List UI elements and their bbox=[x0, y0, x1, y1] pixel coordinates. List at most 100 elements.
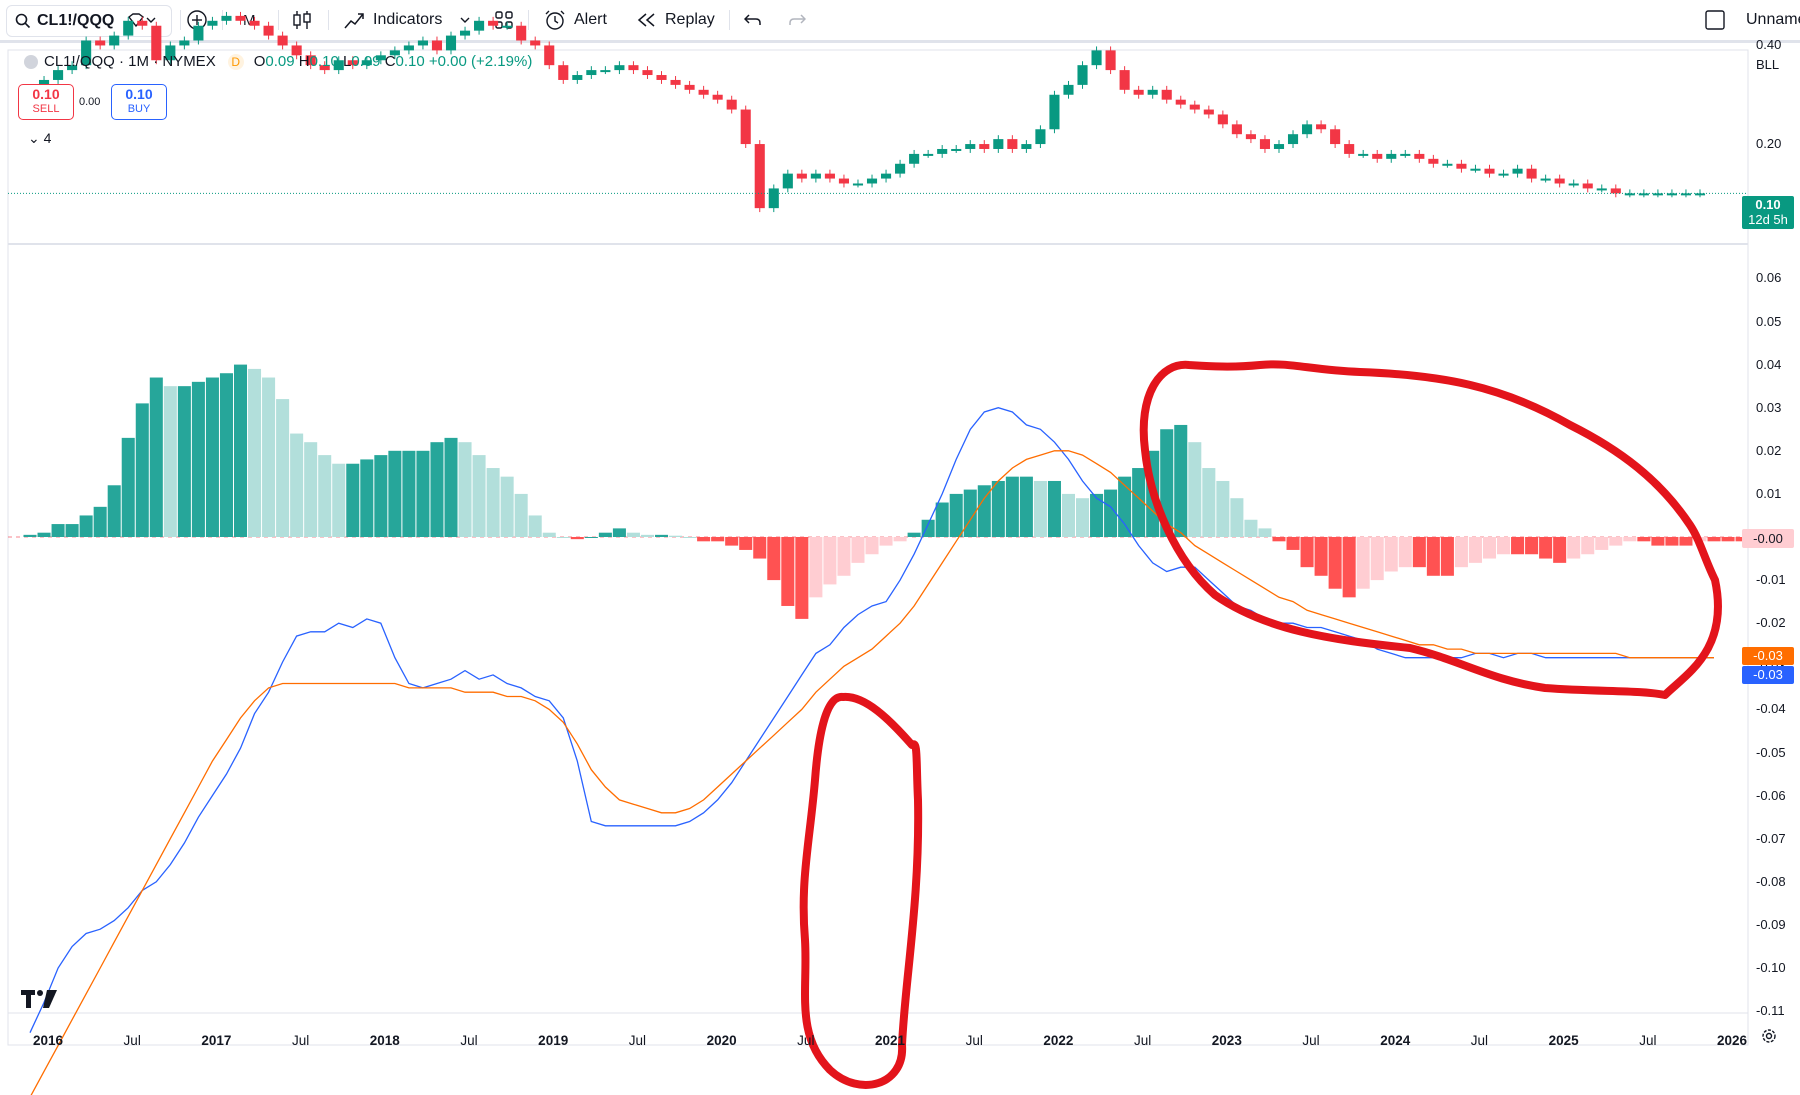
histogram-bar bbox=[332, 463, 346, 537]
histogram-bar bbox=[795, 537, 809, 619]
candle-body bbox=[614, 65, 625, 71]
candle-body bbox=[474, 20, 485, 31]
candle-body bbox=[1652, 193, 1663, 196]
high-label: H bbox=[298, 53, 310, 70]
histogram-bar bbox=[725, 537, 739, 546]
last-price-tag: 0.10 12d 5h bbox=[1742, 196, 1794, 229]
candle-body bbox=[1330, 129, 1341, 145]
histogram-bar bbox=[1539, 537, 1553, 559]
histogram-bar bbox=[219, 373, 233, 537]
candle-body bbox=[684, 84, 695, 90]
histogram-bar bbox=[1314, 537, 1328, 576]
histogram-bar bbox=[1721, 537, 1735, 542]
time-tick: 2017 bbox=[201, 1033, 232, 1048]
histogram-bar bbox=[1118, 476, 1132, 537]
spread-value: 0.00 bbox=[79, 96, 101, 108]
signal-line bbox=[30, 450, 1714, 1095]
time-tick: Jul bbox=[965, 1033, 983, 1048]
macd-tick: 0.01 bbox=[1756, 485, 1782, 501]
candle-body bbox=[1694, 193, 1706, 196]
sell-button[interactable]: 0.10 SELL bbox=[18, 84, 74, 120]
replay-button[interactable]: Replay bbox=[637, 0, 715, 40]
indicators-label: Indicators bbox=[373, 11, 443, 28]
buy-button[interactable]: 0.10 BUY bbox=[111, 84, 167, 120]
redo-button[interactable] bbox=[788, 0, 806, 40]
candle-body bbox=[1610, 188, 1621, 194]
histogram-bar bbox=[865, 537, 879, 555]
signal-line-tag: -0.03 bbox=[1742, 647, 1794, 665]
alert-button[interactable]: Alert bbox=[544, 0, 607, 40]
candle-body bbox=[726, 99, 737, 110]
search-icon bbox=[15, 13, 31, 29]
open-label: O bbox=[253, 53, 266, 70]
layout-square-icon bbox=[1704, 9, 1726, 31]
candle-body bbox=[263, 25, 274, 36]
histogram-bar bbox=[23, 534, 37, 537]
candle-body bbox=[1273, 144, 1285, 149]
histogram-bar bbox=[1342, 537, 1356, 598]
time-tick: Jul bbox=[460, 1033, 478, 1048]
candle-body bbox=[1161, 89, 1172, 100]
histogram-bar bbox=[1412, 537, 1426, 568]
sell-price: 0.10 bbox=[32, 86, 60, 102]
candle-body bbox=[754, 144, 765, 209]
histogram-bar bbox=[739, 537, 753, 550]
candle-body bbox=[698, 89, 709, 95]
candle-body bbox=[81, 40, 92, 66]
compare-button[interactable] bbox=[126, 0, 156, 40]
macd-tick: -0.01 bbox=[1756, 572, 1786, 588]
histogram-bar bbox=[1132, 468, 1146, 537]
candle-body bbox=[951, 148, 962, 151]
histogram-bar bbox=[612, 528, 626, 537]
candle-body bbox=[1414, 153, 1425, 159]
settings-gear-icon[interactable] bbox=[1760, 1027, 1778, 1050]
histogram-bar bbox=[416, 450, 430, 537]
candle-body bbox=[1442, 163, 1453, 166]
time-tick: Jul bbox=[628, 1033, 647, 1048]
histogram-bar bbox=[711, 537, 725, 542]
high-value: 0.10 bbox=[309, 53, 339, 70]
histogram-bar bbox=[500, 476, 514, 537]
histogram-bar bbox=[388, 450, 402, 537]
histogram-bar bbox=[1174, 424, 1188, 537]
divider bbox=[180, 10, 181, 30]
annotation-circle-recent bbox=[1139, 360, 1722, 699]
layout-button[interactable]: Unname bbox=[1704, 0, 1800, 40]
symbol-name: CL1!/QQQ bbox=[37, 12, 115, 29]
candle-body bbox=[1245, 134, 1256, 140]
histogram-bar bbox=[1258, 528, 1272, 537]
histogram-bar bbox=[542, 532, 556, 537]
candle-body bbox=[1231, 124, 1242, 135]
diamond-icon bbox=[126, 12, 156, 28]
histogram-bar bbox=[935, 502, 949, 537]
divider bbox=[278, 10, 279, 30]
close-label: C bbox=[384, 53, 396, 70]
histogram-bar bbox=[949, 493, 963, 537]
histogram-bar bbox=[402, 450, 416, 537]
macd-tick: -0.04 bbox=[1756, 701, 1786, 717]
symbol-search-button[interactable]: CL1!/QQQ bbox=[6, 5, 172, 37]
indicator-toggle[interactable]: ⌄ 4 bbox=[24, 130, 56, 147]
redo-icon bbox=[788, 13, 806, 27]
chart-type-button[interactable] bbox=[292, 0, 312, 40]
chevron-down-icon[interactable] bbox=[460, 16, 470, 24]
templates-button[interactable] bbox=[494, 0, 514, 40]
histogram-bar bbox=[262, 377, 276, 537]
tradingview-logo-icon[interactable] bbox=[21, 990, 57, 1013]
histogram-bar bbox=[1188, 442, 1202, 537]
candle-body bbox=[796, 173, 807, 179]
histogram-bar bbox=[304, 442, 318, 537]
candle-body bbox=[151, 25, 162, 61]
indicators-icon bbox=[343, 10, 365, 30]
histogram-bar bbox=[781, 537, 795, 606]
histogram-bar bbox=[1581, 537, 1595, 555]
histogram-bar bbox=[1202, 468, 1216, 537]
undo-button[interactable] bbox=[744, 0, 762, 40]
replay-label: Replay bbox=[665, 11, 715, 28]
indicators-button[interactable]: Indicators bbox=[343, 0, 470, 40]
layout-name: Unname bbox=[1746, 11, 1800, 28]
chart-legend[interactable]: CL1!/QQQ · 1M · NYMEX D O0.09 H0.10 L0.0… bbox=[24, 53, 532, 70]
candle-body bbox=[1568, 183, 1579, 186]
scale-mode-label[interactable]: BLL bbox=[1756, 57, 1780, 72]
